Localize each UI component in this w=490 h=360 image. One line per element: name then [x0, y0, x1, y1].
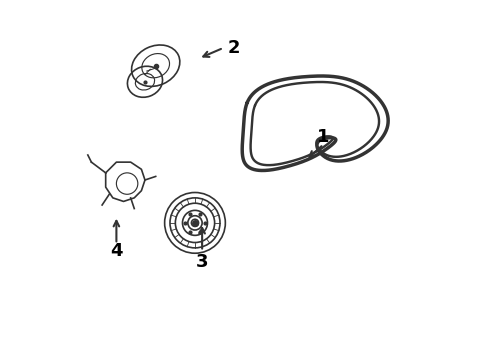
Text: 1: 1: [318, 128, 330, 146]
Text: 3: 3: [196, 253, 208, 271]
Text: 4: 4: [110, 242, 122, 260]
Text: 2: 2: [228, 39, 241, 57]
